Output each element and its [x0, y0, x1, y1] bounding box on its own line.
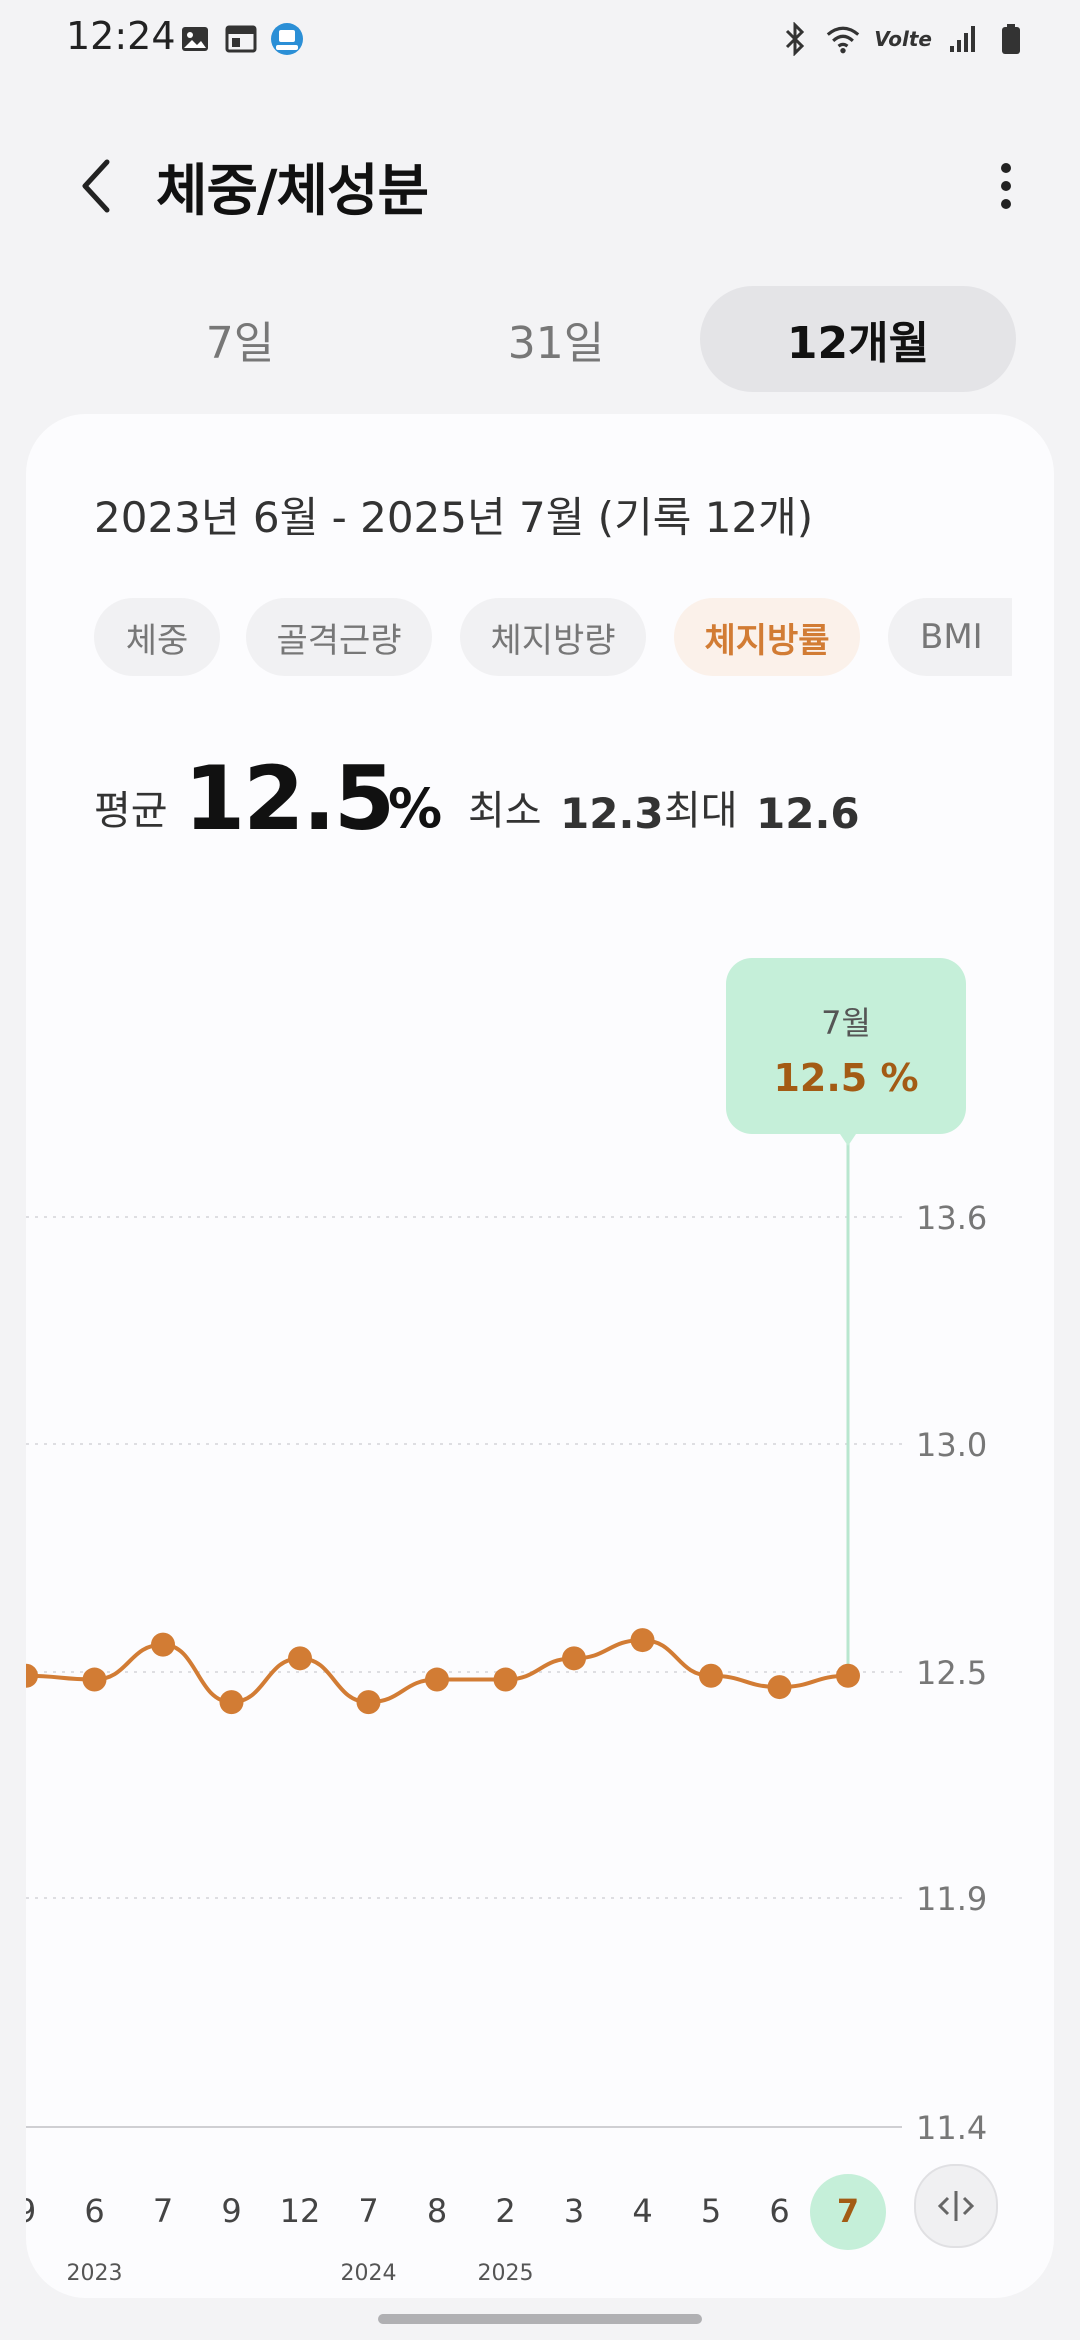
- app-badge-icon: [270, 22, 304, 56]
- min-label: 최소: [468, 788, 542, 834]
- min-value: 12.3: [560, 789, 664, 838]
- data-point: [630, 1628, 655, 1653]
- chip-body-fat-percent[interactable]: 체지방률: [674, 598, 860, 676]
- x-tick-label: 12: [280, 2192, 321, 2230]
- average-unit: %: [388, 777, 443, 840]
- x-tick-label: 7: [358, 2192, 378, 2230]
- chip-bmi[interactable]: BMI: [888, 598, 1012, 676]
- x-tick-label: 8: [427, 2192, 447, 2230]
- selected-month-highlight: [810, 2174, 886, 2250]
- data-point: [767, 1675, 792, 1700]
- y-tick-label: 11.4: [916, 2109, 987, 2147]
- page-title: 체중/체성분: [156, 159, 429, 224]
- x-tick-label: 6: [769, 2192, 789, 2230]
- data-point: [82, 1667, 107, 1692]
- x-tick-label: 3: [564, 2192, 584, 2230]
- expand-horizontal-icon: [937, 2191, 975, 2221]
- chip-weight[interactable]: 체중: [94, 598, 220, 676]
- status-left-icons: [178, 22, 304, 56]
- x-tick-label: 2: [495, 2192, 515, 2230]
- data-point: [288, 1646, 312, 1671]
- more-options-button[interactable]: [976, 154, 1036, 218]
- tooltip-pointer: [840, 1134, 856, 1146]
- status-right-icons: Volte: [778, 22, 1028, 56]
- chip-skeletal-muscle[interactable]: 골격근량: [246, 598, 432, 676]
- image-icon: [178, 22, 212, 56]
- x-tick-label: 7: [837, 2192, 859, 2230]
- volte-label: Volte: [874, 27, 932, 51]
- period-tabs: 7일 31일 12개월: [82, 286, 1016, 392]
- data-point: [699, 1663, 723, 1688]
- tab-12-months[interactable]: 12개월: [700, 286, 1016, 392]
- year-label: 2024: [341, 2261, 397, 2286]
- tooltip-value: 12.5 %: [773, 1056, 919, 1100]
- back-arrow-icon: [82, 159, 110, 213]
- tooltip-month: 7월: [821, 1004, 871, 1042]
- home-indicator[interactable]: [378, 2314, 702, 2324]
- data-point: [219, 1690, 244, 1715]
- status-bar: 12:24 Volte: [0, 0, 1080, 84]
- data-point: [356, 1690, 381, 1715]
- average-value: 12.5: [184, 747, 395, 850]
- x-tick-label: 6: [84, 2192, 104, 2230]
- data-point: [836, 1663, 860, 1688]
- volte-icon: Volte: [874, 22, 932, 56]
- tab-31-days[interactable]: 31일: [507, 318, 605, 369]
- y-tick-label: 12.5: [916, 1654, 987, 1692]
- data-point: [562, 1646, 586, 1671]
- x-tick-label: 4: [632, 2192, 652, 2230]
- selected-point-tooltip: 7월 12.5 %: [726, 958, 966, 1134]
- battery-icon: [994, 22, 1028, 56]
- signal-icon: [946, 22, 980, 56]
- max-value: 12.6: [756, 789, 860, 838]
- max-label: 최대: [664, 788, 738, 834]
- body-fat-line-chart: 13.6 13.0 12.5 11.9 11.4 9 6 7 9 12 7 8 2 3 4 5 6 7 2023 20…: [26, 1134, 987, 2286]
- x-tick-label: 5: [701, 2192, 721, 2230]
- zoom-range-button[interactable]: [914, 2164, 998, 2248]
- data-point: [425, 1667, 449, 1692]
- x-tick-label: 7: [153, 2192, 173, 2230]
- tab-7-days[interactable]: 7일: [205, 318, 275, 369]
- chart-card: 2023년 6월 - 2025년 7월 (기록 12개) 체중 골격근량 체지방…: [26, 414, 1054, 2298]
- bluetooth-icon: [778, 22, 812, 56]
- chip-body-fat-mass[interactable]: 체지방량: [460, 598, 646, 676]
- summary-row: 평균 12.5 % 최소 12.3 최대 12.6: [94, 734, 1024, 854]
- data-point: [493, 1667, 518, 1692]
- x-tick-label: 9: [26, 2192, 36, 2230]
- more-vertical-icon: [1001, 163, 1011, 209]
- year-label: 2023: [67, 2261, 123, 2286]
- wifi-icon: [826, 22, 860, 56]
- calendar-icon: [224, 22, 258, 56]
- data-point: [151, 1632, 175, 1657]
- status-time: 12:24: [66, 14, 176, 58]
- y-tick-label: 11.9: [916, 1880, 987, 1918]
- average-label: 평균: [94, 788, 168, 834]
- back-button[interactable]: [66, 154, 126, 218]
- app-bar: 체중/체성분: [0, 130, 1080, 240]
- metric-chips: 체중 골격근량 체지방량 체지방률 BMI: [94, 598, 1012, 678]
- y-tick-label: 13.6: [916, 1199, 987, 1237]
- date-range-text: 2023년 6월 - 2025년 7월 (기록 12개): [94, 493, 814, 542]
- year-label: 2025: [478, 2261, 534, 2286]
- data-point: [26, 1663, 38, 1688]
- x-tick-label: 9: [221, 2192, 241, 2230]
- y-tick-label: 13.0: [916, 1426, 987, 1464]
